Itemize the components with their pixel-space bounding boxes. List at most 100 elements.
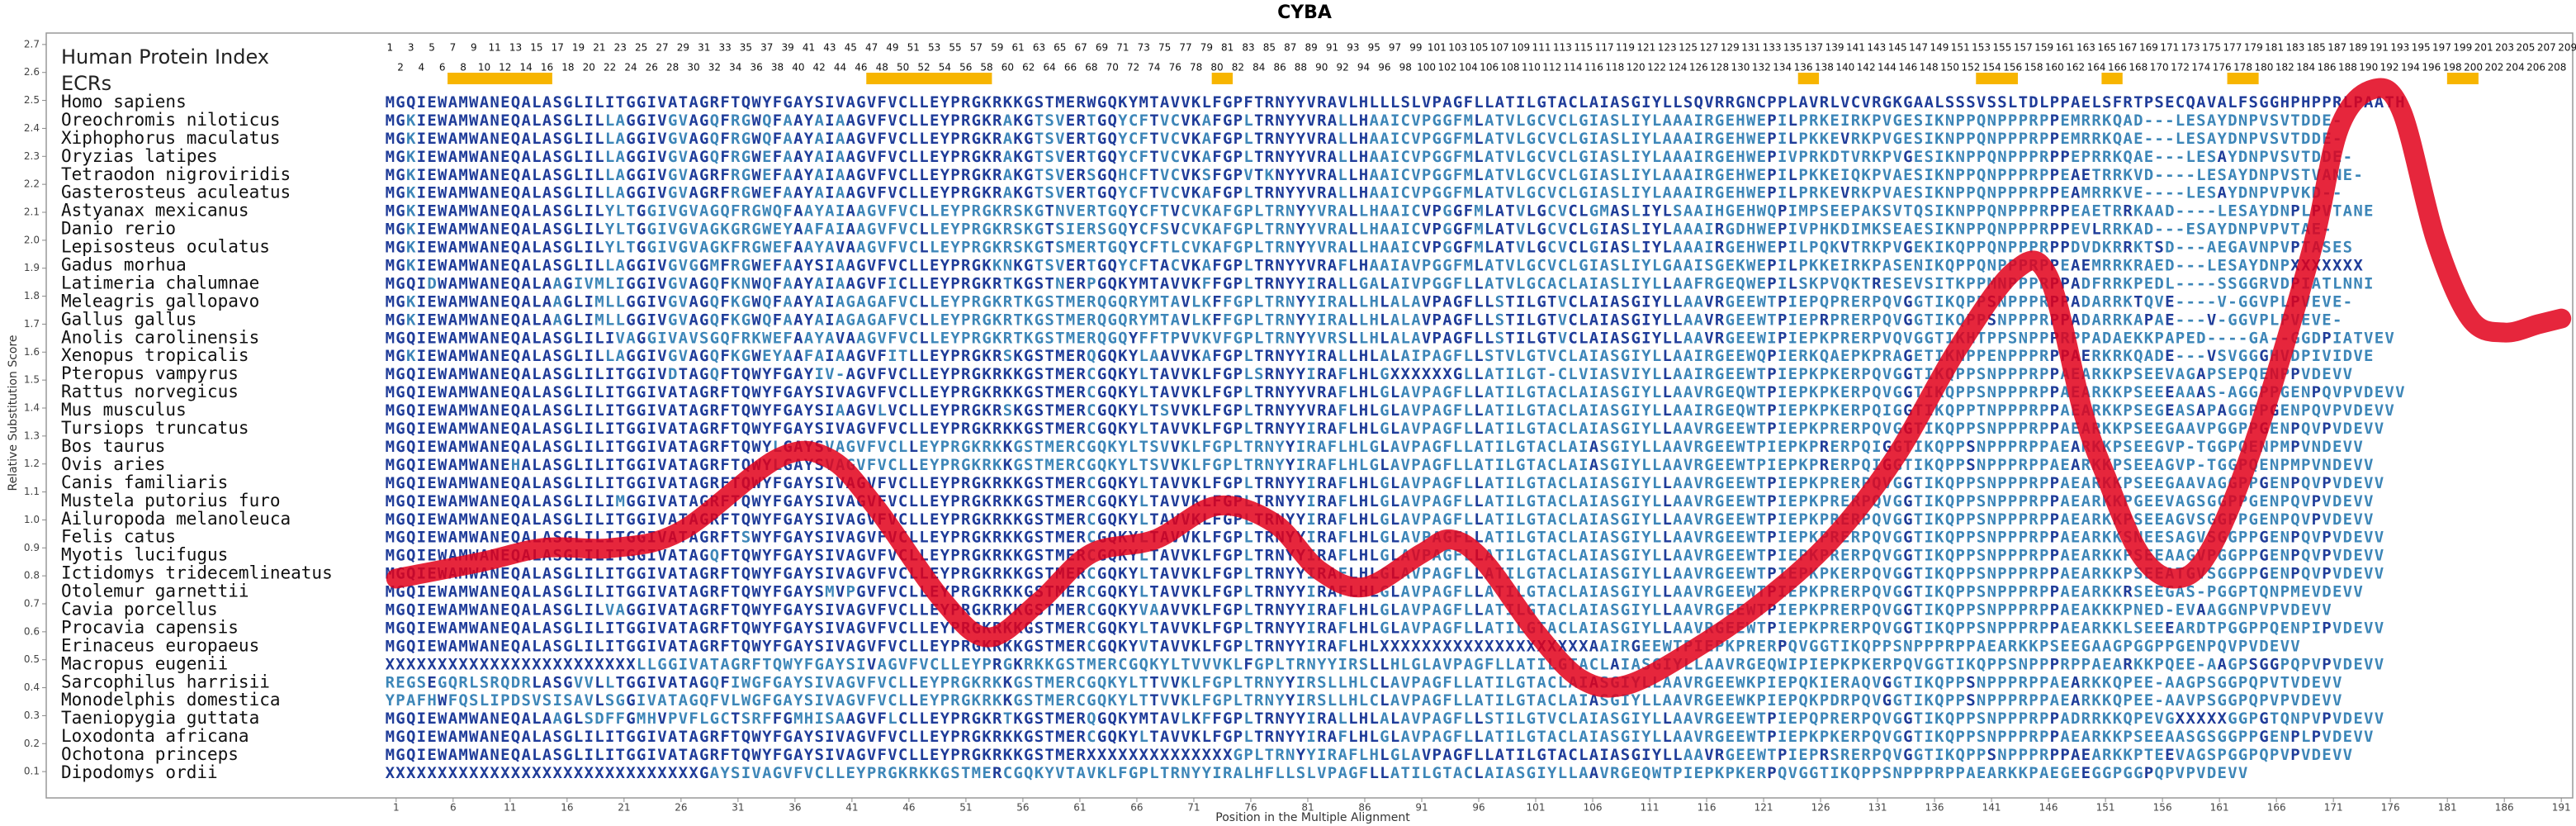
residue: W (762, 329, 772, 347)
residue: T (2290, 129, 2299, 147)
residue: A (542, 311, 552, 329)
residue: N (1956, 220, 1965, 238)
residue: L (574, 420, 583, 438)
residue: P (1234, 183, 1243, 202)
residue: L (1568, 147, 1577, 165)
residue: F (773, 528, 782, 546)
residue: V (2332, 420, 2342, 438)
residue: T (1977, 329, 1986, 347)
human-index-label: 72 (1127, 62, 1139, 74)
residue: C (1537, 147, 1546, 165)
ecr-bar (1797, 73, 1820, 84)
residue: V (1181, 93, 1190, 112)
residue: K (992, 292, 1002, 311)
residue: R (1715, 311, 1725, 329)
residue: A (480, 420, 490, 438)
residue: K (982, 256, 992, 274)
residue: G (783, 510, 792, 528)
residue: Y (1296, 491, 1306, 510)
residue: N (2259, 165, 2268, 183)
residue: L (1830, 93, 1839, 112)
residue: P (2322, 329, 2331, 347)
residue: W (1746, 401, 1756, 420)
residue: A (1673, 365, 1683, 383)
residue: A (521, 401, 531, 420)
residue: E (1903, 256, 1912, 274)
residue: Q (1945, 420, 1954, 438)
residue: E (1840, 401, 1849, 420)
residue: T (2133, 93, 2143, 112)
residue: E (1735, 365, 1745, 383)
residue: L (1474, 365, 1483, 383)
residue: E (1726, 437, 1735, 455)
residue: L (1652, 274, 1661, 292)
residue: L (1474, 491, 1483, 510)
residue: E (1066, 256, 1075, 274)
residue: V (2343, 365, 2352, 383)
residue: M (458, 365, 467, 383)
residue: K (406, 311, 416, 329)
residue: V (1171, 401, 1180, 420)
residue: A (1171, 292, 1181, 311)
human-index-label: 11 (488, 42, 500, 54)
residue: L (1348, 129, 1357, 147)
residue: L (1348, 383, 1357, 401)
residue: A (1495, 220, 1505, 238)
residue: V (2312, 311, 2321, 329)
residue: P (1767, 365, 1776, 383)
residue: A (1683, 383, 1693, 401)
residue: P (1861, 528, 1870, 546)
residue: R (1882, 347, 1892, 365)
residue: R (2081, 455, 2091, 473)
residue: L (919, 129, 928, 147)
residue: F (720, 311, 729, 329)
residue: K (2102, 238, 2112, 256)
residue: A (836, 274, 845, 292)
residue: L (1380, 292, 1389, 311)
residue: P (2029, 220, 2038, 238)
residue: Y (1129, 329, 1139, 347)
residue: L (1568, 528, 1577, 546)
residue: E (2259, 491, 2268, 510)
residue: R (1861, 147, 1871, 165)
residue: T (616, 455, 625, 473)
residue: - (2185, 202, 2195, 220)
residue: S (2218, 365, 2227, 383)
residue: P (1820, 510, 1829, 528)
residue: P (2290, 202, 2299, 220)
residue: P (2050, 473, 2059, 491)
residue: Y (2238, 165, 2248, 183)
residue: T (1149, 365, 1158, 383)
residue: Y (1118, 129, 1128, 147)
residue: P (1422, 129, 1431, 147)
residue: F (720, 256, 729, 274)
residue: N (1914, 256, 1923, 274)
residue: I (417, 147, 426, 165)
residue: F (1464, 202, 1473, 220)
residue: L (1579, 202, 1588, 220)
residue: G (1223, 93, 1232, 112)
residue: P (961, 220, 970, 238)
residue: G (1527, 491, 1536, 510)
residue: V (1882, 165, 1892, 183)
residue: G (626, 129, 635, 147)
residue: P (1767, 129, 1776, 147)
residue: A (2238, 238, 2248, 256)
residue: W (469, 473, 479, 491)
residue: A (521, 256, 531, 274)
residue: G (1621, 473, 1630, 491)
residue: D (2332, 455, 2342, 473)
residue: N (1987, 111, 1996, 129)
residue: L (909, 473, 918, 491)
residue: L (1516, 147, 1525, 165)
residue: L (1652, 256, 1661, 274)
residue: Y (950, 220, 960, 238)
residue: A (689, 165, 698, 183)
residue: Y (1296, 256, 1306, 274)
residue: G (856, 256, 865, 274)
residue: W (1735, 437, 1745, 455)
residue: A (825, 202, 835, 220)
residue: E (500, 183, 509, 202)
residue: P (1767, 111, 1776, 129)
residue: G (679, 238, 688, 256)
